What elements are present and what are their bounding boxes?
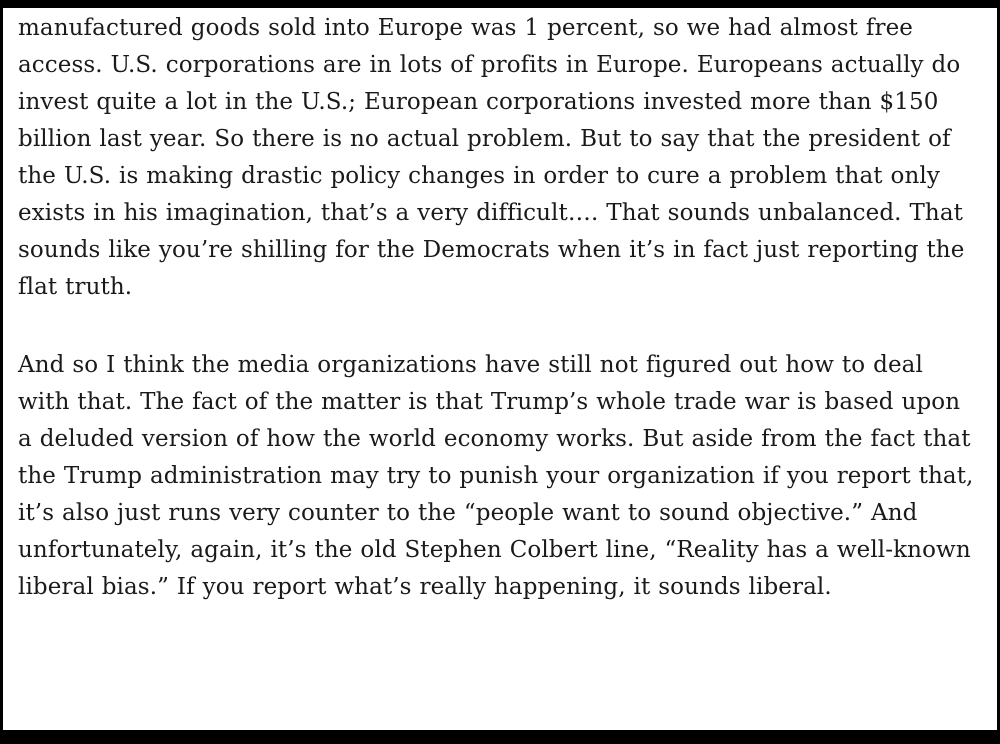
article-paragraph-2: And so I think the media organizations h… xyxy=(18,352,974,600)
article-paragraph-1: manufactured goods sold into Europe was … xyxy=(18,15,965,300)
